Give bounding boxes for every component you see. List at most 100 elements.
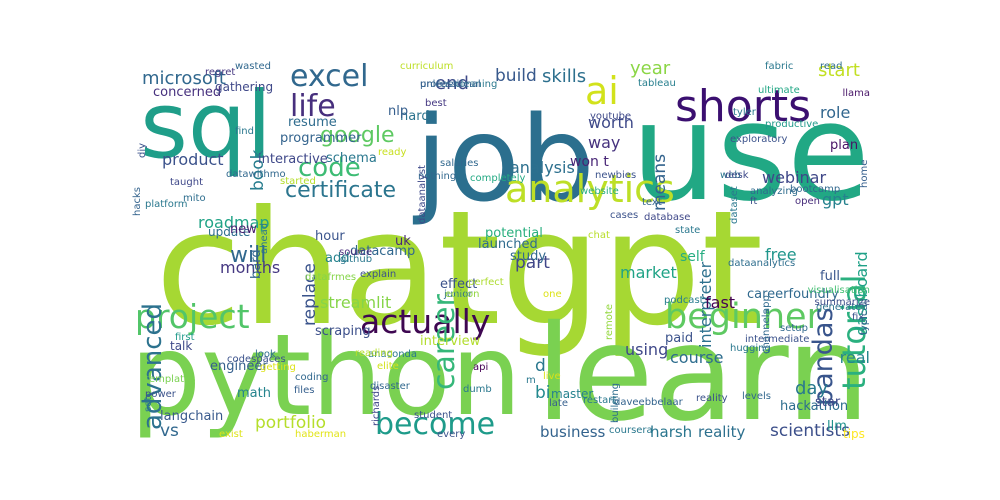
cloud-word: taught	[170, 177, 203, 188]
cloud-word: dataanalyst	[417, 165, 428, 224]
cloud-word: roadmap	[198, 213, 270, 232]
cloud-word: datafrmes	[305, 272, 357, 283]
cloud-word: streamlit	[320, 293, 392, 312]
cloud-word: analytics	[505, 167, 675, 211]
cloud-word: setup	[780, 323, 808, 334]
cloud-word: files	[294, 385, 315, 396]
cloud-word: nothing	[418, 171, 457, 182]
cloud-word: role	[820, 103, 851, 122]
cloud-word: coursera	[609, 425, 653, 436]
cloud-word: reality	[696, 393, 728, 404]
cloud-word: beginner	[665, 297, 821, 337]
cloud-word: d	[535, 356, 546, 376]
cloud-word: power	[145, 389, 176, 400]
cloud-word: life	[290, 89, 336, 124]
cloud-word: schema	[326, 151, 377, 166]
cloud-word: first	[175, 332, 195, 343]
cloud-word: update	[208, 225, 251, 239]
cloud-word: analyzing	[750, 186, 799, 197]
cloud-word: channels	[761, 309, 772, 354]
cloud-word: exist	[219, 429, 243, 440]
cloud-word: tyler	[733, 107, 756, 118]
cloud-word: newbies	[595, 170, 637, 181]
cloud-word: hard	[400, 109, 430, 124]
cloud-word: student	[414, 410, 453, 421]
cloud-word: source	[339, 247, 373, 258]
cloud-word: actually	[360, 302, 491, 341]
cloud-word: open	[795, 196, 820, 207]
cloud-word: remote	[604, 304, 615, 340]
cloud-word: talk	[170, 339, 193, 353]
cloud-word: home	[859, 159, 870, 188]
cloud-word: python	[130, 311, 522, 440]
cloud-word: will	[230, 243, 267, 268]
cloud-word: build	[495, 66, 537, 86]
cloud-word: product	[162, 150, 224, 169]
cloud-word: market	[620, 263, 677, 282]
cloud-word: full	[820, 269, 841, 284]
cloud-word: one	[543, 289, 562, 300]
cloud-word: live	[543, 371, 561, 382]
cloud-word: microsoft	[142, 68, 226, 89]
cloud-word: job	[415, 90, 595, 228]
cloud-word: fast	[705, 293, 736, 312]
cloud-word: completely	[470, 173, 526, 184]
cloud-word: set	[143, 396, 154, 412]
cloud-word: hacks	[132, 187, 143, 216]
cloud-word: cases	[610, 210, 639, 221]
cloud-word: concerned	[153, 85, 222, 100]
cloud-word: podcast	[664, 295, 704, 306]
cloud-word: sql	[140, 72, 272, 179]
cloud-word: productive	[765, 119, 819, 130]
cloud-word: scientists	[770, 421, 850, 440]
cloud-word: levels	[742, 391, 771, 402]
cloud-word: templates	[145, 374, 196, 385]
cloud-word: codespaces	[227, 354, 286, 365]
cloud-word: harsh	[650, 423, 693, 440]
cloud-word: use	[631, 74, 870, 231]
cloud-word: salaries	[440, 158, 479, 169]
cloud-word: mito	[183, 193, 206, 204]
cloud-word: real	[839, 348, 870, 367]
cloud-word: become	[375, 407, 496, 440]
cloud-word: richards	[371, 385, 382, 426]
cloud-word: add	[325, 251, 350, 266]
cloud-word: excel	[290, 60, 369, 94]
cloud-word: langchain	[160, 409, 224, 424]
cloud-word: llama	[842, 88, 870, 99]
cloud-word: every	[437, 429, 466, 440]
cloud-word: api	[473, 362, 489, 373]
cloud-word: part	[515, 253, 550, 273]
cloud-word: datacamp	[350, 244, 416, 259]
cloud-word: start	[818, 60, 860, 81]
cloud-word: started	[280, 176, 316, 187]
cloud-word: tableau	[638, 78, 676, 89]
cloud-word: interactive	[258, 152, 328, 167]
cloud-word: anaconda	[368, 349, 418, 360]
cloud-word: read	[820, 61, 843, 72]
cloud-word: uk	[395, 234, 411, 249]
cloud-word: m	[526, 375, 536, 386]
cloud-word: explain	[360, 269, 397, 280]
cloud-word: project	[135, 297, 250, 336]
cloud-word: intermediate	[745, 334, 810, 345]
cloud-word: launched	[478, 237, 538, 252]
cloud-word: fabric	[765, 61, 794, 72]
cloud-word: using	[625, 340, 669, 359]
cloud-word: late	[549, 398, 568, 409]
cloud-word: tips	[843, 427, 865, 440]
cloud-word: restart	[583, 395, 617, 406]
cloud-word: study	[510, 249, 547, 264]
cloud-word: bard	[249, 249, 264, 280]
cloud-word: dataset	[729, 186, 740, 224]
cloud-word: months	[220, 258, 281, 277]
cloud-word: generate	[816, 302, 862, 313]
cloud-word: effect	[440, 277, 478, 292]
cloud-word: plan	[830, 138, 859, 153]
cloud-word: github	[340, 254, 373, 265]
cloud-word: bi	[535, 383, 551, 403]
cloud-word: llm	[827, 419, 847, 434]
cloud-word: skills	[542, 66, 587, 87]
cloud-word: unleash	[420, 79, 460, 90]
cloud-word: careerfoundry	[747, 287, 839, 302]
